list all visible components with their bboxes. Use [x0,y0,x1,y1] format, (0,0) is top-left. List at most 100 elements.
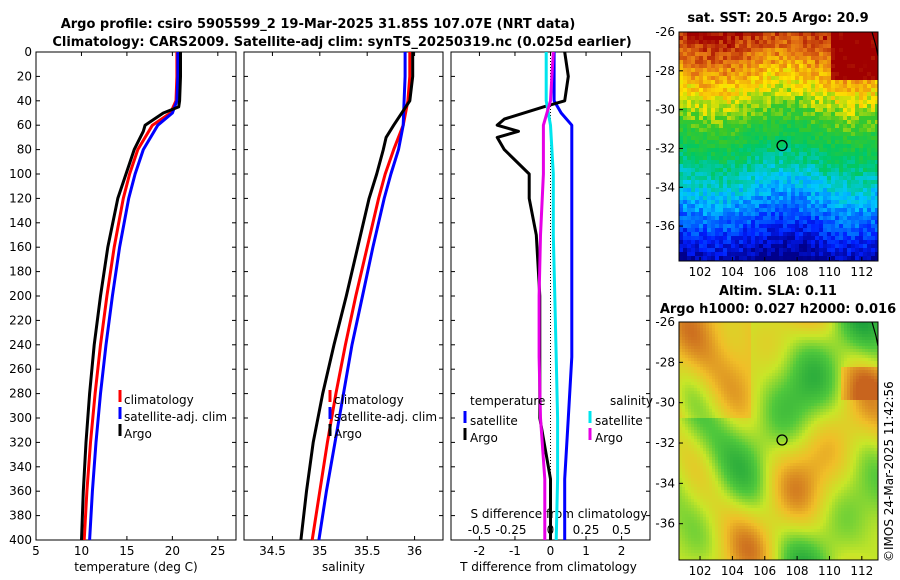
map-cell [747,212,752,217]
map-cell [766,370,770,374]
map-cell [727,88,732,93]
map-cell [718,349,722,353]
map-cell [700,349,704,353]
map-cell [847,80,852,85]
map-cell [775,346,779,350]
map-cell [695,140,700,145]
map-cell [779,40,784,45]
map-cell [863,152,868,157]
map-cell [727,100,732,105]
map-cell [742,337,746,341]
map-cell [691,228,696,233]
map-cell [735,60,740,65]
map-cell [856,328,860,332]
map-cell [787,108,792,113]
map-cell [754,385,758,389]
map-cell [699,160,704,165]
map-cell [775,394,779,398]
map-cell [715,382,719,386]
map-cell [799,355,803,359]
map-cell [839,132,844,137]
map-cell [795,200,800,205]
map-cell [757,394,761,398]
map-cell [739,370,743,374]
map-cell [839,160,844,165]
map-cell [795,244,800,249]
map-cell [874,358,878,362]
map-cell [775,36,780,41]
map-cell [847,364,851,368]
map-cell [723,140,728,145]
map-cell [826,367,830,371]
map-cell [735,116,740,121]
map-cell [787,96,792,101]
map-cell [739,373,743,377]
map-cell [712,394,716,398]
x-tick-label: 10 [74,544,89,558]
map-cell [719,36,724,41]
map-cell [739,394,743,398]
map-cell [715,388,719,392]
map-cell [742,376,746,380]
map-cell [796,382,800,386]
map-cell [679,379,683,383]
map-cell [867,196,872,201]
map-cell [823,376,827,380]
map-cell [703,68,708,73]
map-cell [751,192,756,197]
map-cell [694,367,698,371]
map-cell [827,144,832,149]
map-cell [711,172,716,177]
map-cell [727,40,732,45]
map-cell [733,394,737,398]
map-cell [707,204,712,209]
map-cell [721,334,725,338]
map-cell [715,352,719,356]
map-cell [831,144,836,149]
map-cell [767,248,772,253]
map-cell [775,52,780,57]
map-cell [766,352,770,356]
map-cell [763,352,767,356]
map-cell [862,343,866,347]
map-cell [847,349,851,353]
map-cell [783,68,788,73]
map-cell [739,188,744,193]
map-cell [688,373,692,377]
map-cell [731,168,736,173]
map-cell [775,64,780,69]
map-cell [875,160,878,165]
map-cell [731,136,736,141]
map-cell [823,220,828,225]
map-cell [831,96,836,101]
map-cell [820,382,824,386]
map-cell [743,160,748,165]
map-cell [815,44,820,49]
map-cell [759,152,764,157]
map-cell [775,128,780,133]
map-cell [715,40,720,45]
map-cell [767,72,772,77]
map-cell [841,388,845,392]
map-cell [703,224,708,229]
map-cell [855,160,860,165]
map-cell [733,325,737,329]
map-cell [688,376,692,380]
map-cell [787,64,792,69]
map-cell [826,400,830,404]
map-cell [695,176,700,181]
map-cell [807,232,812,237]
map-cell [793,346,797,350]
map-cell [853,391,857,395]
map-cell [853,394,857,398]
map-cell [783,168,788,173]
map-cell [679,172,684,177]
map-cell [715,208,720,213]
x-tick-label: 5 [32,544,40,558]
map-cell [694,340,698,344]
map-cell [779,88,784,93]
map-cell [856,373,860,377]
map-cell [811,355,815,359]
map-cell [787,196,792,201]
map-cell [790,400,794,404]
